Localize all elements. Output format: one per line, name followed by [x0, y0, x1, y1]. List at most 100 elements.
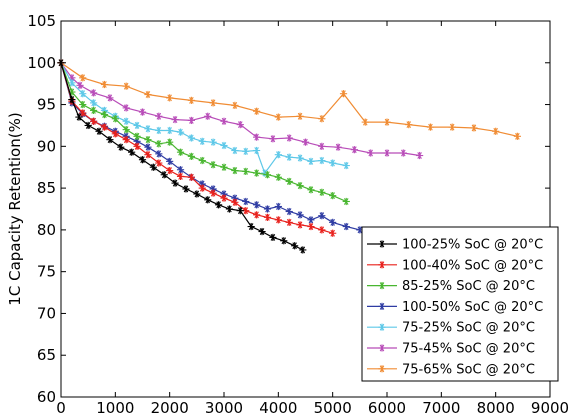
data-point: [448, 123, 456, 131]
data-point: [342, 197, 350, 206]
data-point: [187, 116, 195, 125]
data-point: [274, 173, 282, 181]
data-point: [122, 126, 130, 134]
data-point: [128, 148, 136, 156]
data-point: [155, 159, 163, 167]
data-point: [166, 138, 174, 146]
data-point: [166, 157, 174, 165]
legend-item: 85-25% SoC @ 20°C: [367, 279, 535, 294]
data-point: [269, 135, 277, 143]
legend-item: 75-65% SoC @ 20°C: [367, 362, 535, 377]
data-point: [296, 211, 304, 219]
x-tick-label: 3000: [205, 399, 243, 417]
data-point: [492, 127, 500, 135]
data-point: [155, 126, 163, 135]
y-tick-label: 95: [37, 96, 56, 114]
legend-label: 100-25% SoC @ 20°C: [402, 238, 543, 253]
data-point: [383, 118, 391, 126]
data-point: [361, 118, 369, 126]
data-point: [301, 138, 310, 146]
data-point: [133, 142, 141, 150]
data-point: [57, 59, 65, 67]
legend-item: 100-25% SoC @ 20°C: [367, 238, 543, 253]
data-point: [111, 130, 119, 138]
data-point: [247, 222, 255, 231]
data-point: [220, 141, 228, 150]
data-point: [318, 226, 326, 234]
data-point: [307, 222, 315, 231]
data-point: [253, 169, 261, 177]
y-tick-label: 85: [37, 179, 56, 197]
series-2: [57, 59, 350, 206]
data-point: [426, 123, 435, 131]
data-point: [155, 112, 163, 120]
data-point: [144, 90, 152, 99]
data-point: [231, 101, 239, 109]
series-6: [57, 59, 521, 140]
data-point: [263, 205, 272, 213]
data-point: [95, 127, 103, 135]
y-tick-label: 105: [27, 12, 56, 30]
data-point: [187, 173, 195, 181]
data-point: [296, 112, 304, 120]
data-point: [122, 117, 130, 125]
data-point: [329, 192, 337, 200]
data-point: [307, 216, 315, 224]
legend-item: 100-50% SoC @ 20°C: [367, 300, 543, 315]
data-point: [307, 186, 315, 194]
data-point: [274, 216, 282, 224]
data-point: [405, 121, 413, 129]
data-point: [220, 194, 228, 202]
data-point: [144, 136, 152, 144]
legend-marker: [378, 282, 386, 290]
data-point: [253, 133, 261, 141]
data-point: [68, 95, 76, 104]
legend-marker: [378, 344, 386, 352]
data-point: [198, 184, 206, 192]
x-tick-label: 1000: [96, 399, 134, 417]
data-point: [176, 172, 185, 181]
data-point: [166, 126, 174, 135]
data-point: [90, 99, 98, 107]
data-point: [318, 142, 326, 150]
data-point: [166, 166, 174, 175]
data-point: [138, 156, 147, 164]
data-point: [225, 205, 234, 213]
y-tick-label: 65: [37, 346, 56, 364]
data-point: [318, 212, 326, 220]
legend-label: 85-25% SoC @ 20°C: [402, 279, 535, 294]
series-4: [57, 59, 350, 177]
data-point: [176, 148, 185, 156]
series-line: [60, 62, 420, 157]
data-point: [470, 124, 478, 132]
series-5: [57, 59, 424, 160]
data-point: [291, 242, 299, 250]
data-point: [231, 198, 239, 206]
legend-marker: [378, 261, 386, 269]
data-point: [79, 90, 87, 98]
data-point: [84, 121, 92, 130]
data-point: [231, 146, 239, 155]
data-point: [209, 189, 217, 197]
data-point: [416, 151, 424, 160]
data-point: [171, 179, 179, 187]
series-line: [60, 62, 518, 137]
data-point: [253, 146, 261, 155]
data-point: [253, 107, 261, 115]
y-axis-label: 1C Capacity Retention(%): [6, 112, 24, 305]
data-point: [329, 229, 337, 237]
data-point: [187, 152, 195, 160]
data-point: [138, 108, 147, 116]
data-point: [307, 157, 315, 165]
data-point: [100, 123, 109, 131]
legend-marker: [378, 323, 386, 331]
data-point: [144, 143, 152, 151]
data-point: [176, 166, 185, 174]
series-line: [60, 62, 360, 231]
data-point: [285, 134, 293, 142]
data-point: [263, 213, 272, 221]
x-axis: 0 1000 2000 3000 4000 5000 6000 7000 8000 9000: [56, 21, 569, 417]
data-point: [209, 138, 217, 146]
y-tick-label: 60: [37, 388, 56, 406]
data-point: [220, 163, 228, 171]
